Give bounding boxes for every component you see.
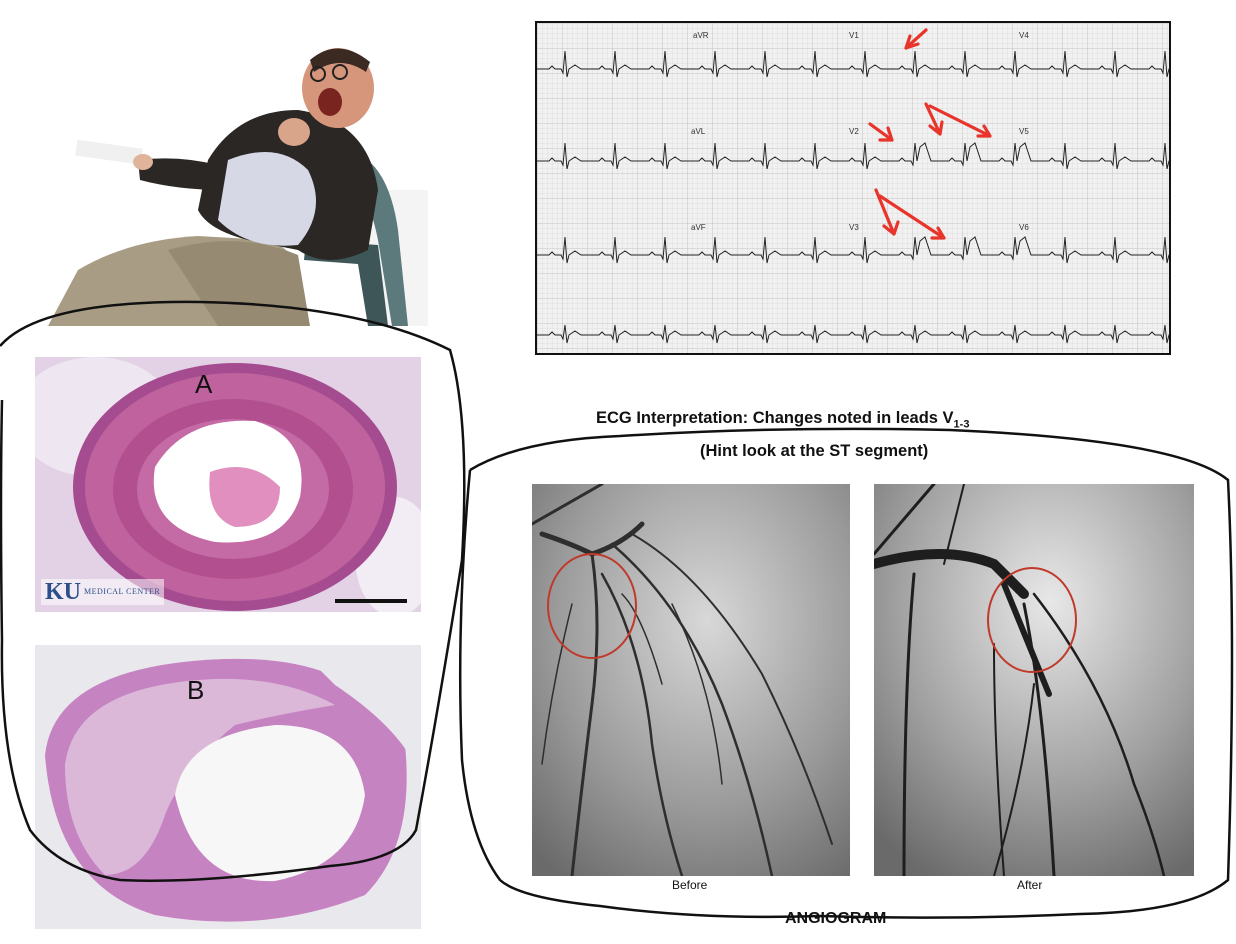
ecg-caption-text: ECG Interpretation: Changes noted in lea… [596,409,954,427]
ecg-trace-row [537,142,1169,170]
lead-label-v2: V2 [849,127,859,136]
angiogram-before-label: Before [672,878,708,892]
lead-label-avf: aVF [691,223,706,232]
ecg-trace-row [537,324,1169,344]
lead-label-v4: V4 [1019,31,1029,40]
lead-label-v6: V6 [1019,223,1029,232]
ecg-trace-row [537,236,1169,264]
panel-b-letter: B [187,675,205,705]
ku-logo-text: MEDICAL CENTER [84,587,161,596]
lead-label-v5: V5 [1019,127,1029,136]
ecg-trace-row [537,50,1169,78]
ecg-caption-line2: (Hint look at the ST segment) [700,442,929,460]
patient-photo [48,40,432,326]
ku-medical-center-logo: KU MEDICAL CENTER [41,578,165,605]
angiogram-after-image [874,484,1194,876]
ecg-strip: aVR V1 V4 aVL V2 V5 aVF V3 V6 [535,21,1171,355]
angiogram-after-label: After [1017,878,1043,892]
ku-logo-mark: KU [45,578,81,605]
lead-label-v1: V1 [849,31,859,40]
lead-label-avl: aVL [691,127,706,136]
angiogram-title: ANGIOGRAM [785,910,887,927]
lead-label-v3: V3 [849,223,859,232]
ecg-caption-subscript: 1-3 [953,418,970,431]
histology-panel-b: B [35,645,421,929]
histology-panel-a: A KU MEDICAL CENTER [35,357,421,612]
lead-label-avr: aVR [693,31,709,40]
ecg-caption-line1: ECG Interpretation: Changes noted in lea… [596,409,969,430]
angiogram-before-image [532,484,850,876]
panel-a-letter: A [195,369,213,399]
